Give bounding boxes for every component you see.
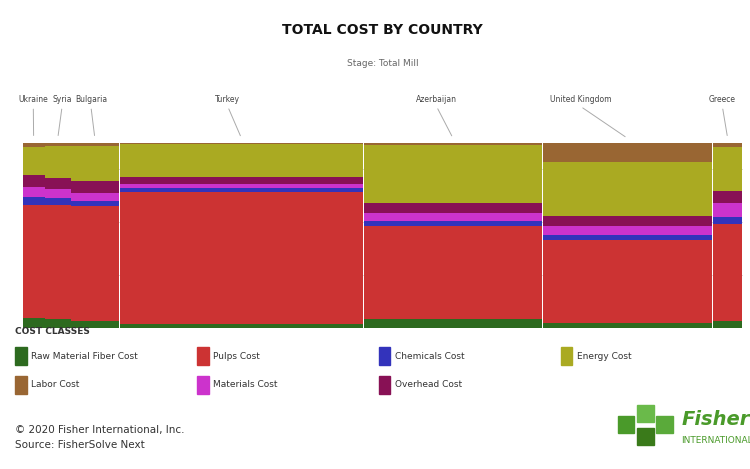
Bar [45, 146, 70, 178]
Bar [22, 175, 45, 187]
Bar [22, 143, 45, 147]
Text: COST CLASSES: COST CLASSES [15, 327, 90, 336]
Text: Raw Material Fiber Cost: Raw Material Fiber Cost [31, 352, 138, 361]
Bar [542, 143, 712, 162]
Text: © 2020 Fisher International, Inc.
Source: FisherSolve Next: © 2020 Fisher International, Inc. Source… [15, 425, 184, 450]
Bar [713, 203, 742, 217]
Bar [542, 226, 712, 235]
Text: Chemicals Cost: Chemicals Cost [394, 352, 464, 361]
Bar [379, 347, 391, 365]
Bar [45, 143, 70, 146]
Bar [713, 191, 742, 203]
Bar [22, 187, 45, 197]
Bar [45, 198, 70, 204]
Bar [364, 203, 542, 213]
Bar [196, 376, 208, 394]
Text: TOTAL COST BY COUNTRY: TOTAL COST BY COUNTRY [282, 23, 483, 38]
Text: Azerbaijan: Azerbaijan [416, 95, 457, 104]
Bar [637, 405, 654, 422]
Bar [70, 143, 118, 145]
Text: Energy Cost: Energy Cost [577, 352, 632, 361]
Bar [15, 376, 27, 394]
Bar [70, 321, 118, 328]
Bar [70, 181, 118, 193]
Bar [119, 143, 363, 144]
Bar [618, 416, 634, 433]
Bar [364, 226, 542, 319]
Bar [364, 145, 542, 203]
Bar [119, 325, 363, 328]
Bar [70, 201, 118, 206]
Bar [542, 162, 712, 216]
Bar [542, 235, 712, 240]
Bar [45, 189, 70, 198]
Text: Greece: Greece [709, 95, 736, 104]
Text: Syria: Syria [53, 95, 72, 104]
Bar [560, 347, 572, 365]
Bar [22, 204, 45, 318]
Bar [119, 192, 363, 325]
Bar [713, 217, 742, 224]
Text: United Kingdom: United Kingdom [550, 95, 611, 104]
Bar [713, 224, 742, 321]
Bar [119, 188, 363, 192]
Bar [364, 221, 542, 226]
Text: Overhead Cost: Overhead Cost [394, 380, 462, 389]
Bar [70, 193, 118, 201]
Bar [637, 428, 654, 445]
Text: Bulgaria: Bulgaria [75, 95, 107, 104]
Bar [119, 184, 363, 188]
Bar [22, 147, 45, 175]
Bar [542, 240, 712, 324]
Text: Ukraine: Ukraine [19, 95, 48, 104]
Bar [713, 143, 742, 147]
Bar [22, 197, 45, 204]
Text: Materials Cost: Materials Cost [213, 380, 278, 389]
Bar [364, 319, 542, 328]
Bar [70, 206, 118, 321]
Text: Fisher: Fisher [682, 410, 750, 430]
Text: Turkey: Turkey [215, 95, 240, 104]
Text: INTERNATIONAL: INTERNATIONAL [682, 436, 750, 445]
Bar [542, 324, 712, 328]
Bar [45, 319, 70, 328]
Bar [119, 144, 363, 177]
Bar [542, 216, 712, 226]
Bar [119, 177, 363, 184]
Bar [196, 347, 208, 365]
Bar [70, 145, 118, 181]
Text: Pulps Cost: Pulps Cost [213, 352, 260, 361]
Bar [713, 321, 742, 328]
Text: Labor Cost: Labor Cost [31, 380, 80, 389]
Bar [656, 416, 674, 433]
Bar [364, 213, 542, 221]
Bar [713, 147, 742, 191]
Bar [45, 204, 70, 319]
Bar [364, 143, 542, 145]
Bar [22, 318, 45, 328]
Bar [379, 376, 391, 394]
Text: Stage: Total Mill: Stage: Total Mill [346, 59, 418, 68]
Bar [45, 178, 70, 189]
Bar [15, 347, 27, 365]
